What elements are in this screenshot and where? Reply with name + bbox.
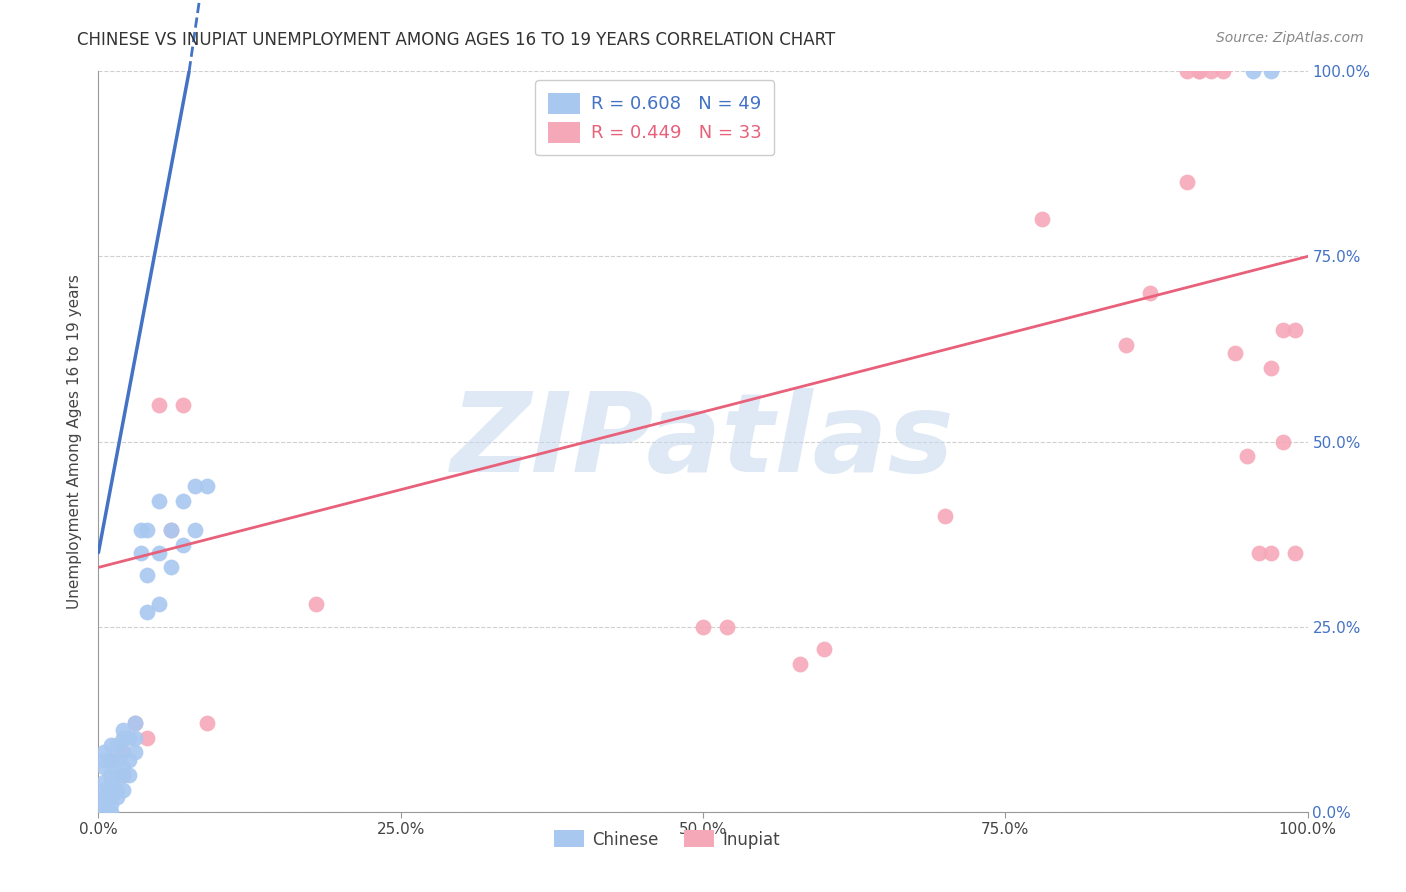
Chinese bbox=[184, 524, 207, 538]
Chinese bbox=[111, 782, 134, 797]
Inupiat bbox=[1212, 64, 1234, 78]
Inupiat bbox=[934, 508, 956, 523]
Chinese bbox=[118, 731, 141, 745]
Chinese bbox=[93, 775, 115, 789]
Chinese bbox=[160, 560, 183, 574]
Inupiat bbox=[1031, 212, 1053, 227]
Inupiat bbox=[1249, 546, 1271, 560]
Legend: Chinese, Inupiat: Chinese, Inupiat bbox=[547, 823, 786, 855]
Inupiat bbox=[1199, 64, 1222, 78]
Chinese bbox=[172, 538, 194, 552]
Chinese bbox=[93, 760, 115, 774]
Chinese bbox=[118, 767, 141, 781]
Chinese bbox=[172, 493, 194, 508]
Inupiat bbox=[1284, 546, 1306, 560]
Inupiat bbox=[789, 657, 811, 671]
Inupiat bbox=[135, 731, 157, 745]
Chinese bbox=[111, 723, 134, 738]
Chinese bbox=[111, 731, 134, 745]
Inupiat bbox=[111, 746, 134, 760]
Chinese bbox=[129, 546, 152, 560]
Chinese bbox=[100, 789, 122, 804]
Chinese bbox=[93, 753, 115, 767]
Inupiat bbox=[1175, 175, 1198, 190]
Inupiat bbox=[1260, 360, 1282, 375]
Chinese bbox=[135, 605, 157, 619]
Text: Source: ZipAtlas.com: Source: ZipAtlas.com bbox=[1216, 31, 1364, 45]
Inupiat bbox=[1188, 64, 1211, 78]
Inupiat bbox=[100, 753, 122, 767]
Inupiat bbox=[111, 767, 134, 781]
Chinese bbox=[148, 493, 170, 508]
Inupiat bbox=[305, 598, 328, 612]
Chinese bbox=[93, 782, 115, 797]
Chinese bbox=[105, 753, 128, 767]
Inupiat bbox=[1139, 286, 1161, 301]
Chinese bbox=[1260, 64, 1282, 78]
Chinese bbox=[129, 524, 152, 538]
Chinese bbox=[105, 767, 128, 781]
Chinese bbox=[100, 738, 122, 752]
Inupiat bbox=[692, 619, 714, 633]
Chinese bbox=[100, 775, 122, 789]
Inupiat bbox=[1236, 450, 1258, 464]
Text: CHINESE VS INUPIAT UNEMPLOYMENT AMONG AGES 16 TO 19 YEARS CORRELATION CHART: CHINESE VS INUPIAT UNEMPLOYMENT AMONG AG… bbox=[77, 31, 835, 49]
Chinese bbox=[93, 789, 115, 804]
Inupiat bbox=[1260, 546, 1282, 560]
Inupiat bbox=[160, 524, 183, 538]
Chinese bbox=[100, 797, 122, 812]
Chinese bbox=[93, 805, 115, 819]
Inupiat bbox=[148, 398, 170, 412]
Chinese bbox=[105, 782, 128, 797]
Chinese bbox=[100, 805, 122, 819]
Chinese bbox=[1241, 64, 1264, 78]
Chinese bbox=[111, 760, 134, 774]
Chinese bbox=[148, 546, 170, 560]
Chinese bbox=[100, 753, 122, 767]
Inupiat bbox=[813, 641, 835, 656]
Chinese bbox=[135, 524, 157, 538]
Chinese bbox=[148, 598, 170, 612]
Inupiat bbox=[1175, 64, 1198, 78]
Inupiat bbox=[1284, 324, 1306, 338]
Chinese bbox=[105, 789, 128, 804]
Chinese bbox=[93, 746, 115, 760]
Chinese bbox=[111, 767, 134, 781]
Chinese bbox=[111, 746, 134, 760]
Chinese bbox=[118, 753, 141, 767]
Chinese bbox=[124, 731, 146, 745]
Chinese bbox=[124, 715, 146, 730]
Inupiat bbox=[1188, 64, 1211, 78]
Chinese bbox=[184, 479, 207, 493]
Inupiat bbox=[716, 619, 738, 633]
Inupiat bbox=[1272, 324, 1295, 338]
Chinese bbox=[100, 767, 122, 781]
Chinese bbox=[93, 797, 115, 812]
Inupiat bbox=[1272, 434, 1295, 449]
Inupiat bbox=[1115, 338, 1137, 352]
Chinese bbox=[135, 567, 157, 582]
Chinese bbox=[105, 738, 128, 752]
Chinese bbox=[195, 479, 218, 493]
Chinese bbox=[160, 524, 183, 538]
Chinese bbox=[124, 746, 146, 760]
Text: ZIPatlas: ZIPatlas bbox=[451, 388, 955, 495]
Inupiat bbox=[124, 715, 146, 730]
Inupiat bbox=[1223, 345, 1246, 359]
Inupiat bbox=[195, 715, 218, 730]
Y-axis label: Unemployment Among Ages 16 to 19 years: Unemployment Among Ages 16 to 19 years bbox=[67, 274, 83, 609]
Inupiat bbox=[172, 398, 194, 412]
